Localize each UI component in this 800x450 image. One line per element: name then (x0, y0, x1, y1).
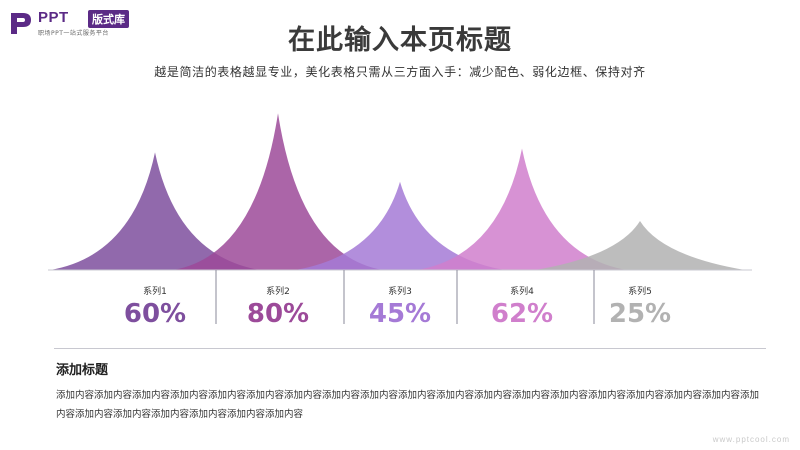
series-name-label: 系列2 (266, 285, 290, 297)
series-value-label: 80% (247, 299, 309, 329)
peak-chart: 系列1 60% 系列2 80% 系列3 45% 系列4 62% 系列5 25% (48, 113, 752, 329)
series-name-label: 系列3 (388, 285, 412, 297)
series-name-label: 系列1 (143, 285, 167, 297)
peak-series-5 (535, 221, 745, 270)
page-title: 在此输入本页标题 (288, 25, 512, 56)
watermark: www.pptcool.com (712, 435, 790, 444)
section-body: 添加内容添加内容添加内容添加内容添加内容添加内容添加内容添加内容添加内容添加内容… (56, 390, 760, 420)
series-value-label: 62% (491, 299, 553, 329)
series-name-label: 系列5 (628, 285, 652, 297)
logo-tagline: 职场PPT一站式服务平台 (38, 30, 109, 37)
peak-series-1 (50, 152, 260, 270)
section-title: 添加标题 (56, 363, 109, 378)
series-name-label: 系列4 (510, 285, 534, 297)
series-value-label: 25% (609, 299, 671, 329)
series-value-label: 60% (124, 299, 186, 329)
series-value-label: 45% (369, 299, 431, 329)
peak-series-4 (417, 148, 627, 270)
peak-series-3 (295, 181, 505, 270)
logo-badge: 版式库 (88, 10, 129, 28)
page-subtitle: 越是简洁的表格越显专业，美化表格只需从三方面入手：减少配色、弱化边框、保持对齐 (154, 65, 646, 79)
section-divider (54, 348, 766, 349)
logo-mark-icon (11, 13, 31, 34)
logo-brand: PPT (38, 9, 69, 26)
brand-logo: PPT 版式库 职场PPT一站式服务平台 (8, 8, 158, 38)
peak-series-2 (173, 113, 383, 270)
